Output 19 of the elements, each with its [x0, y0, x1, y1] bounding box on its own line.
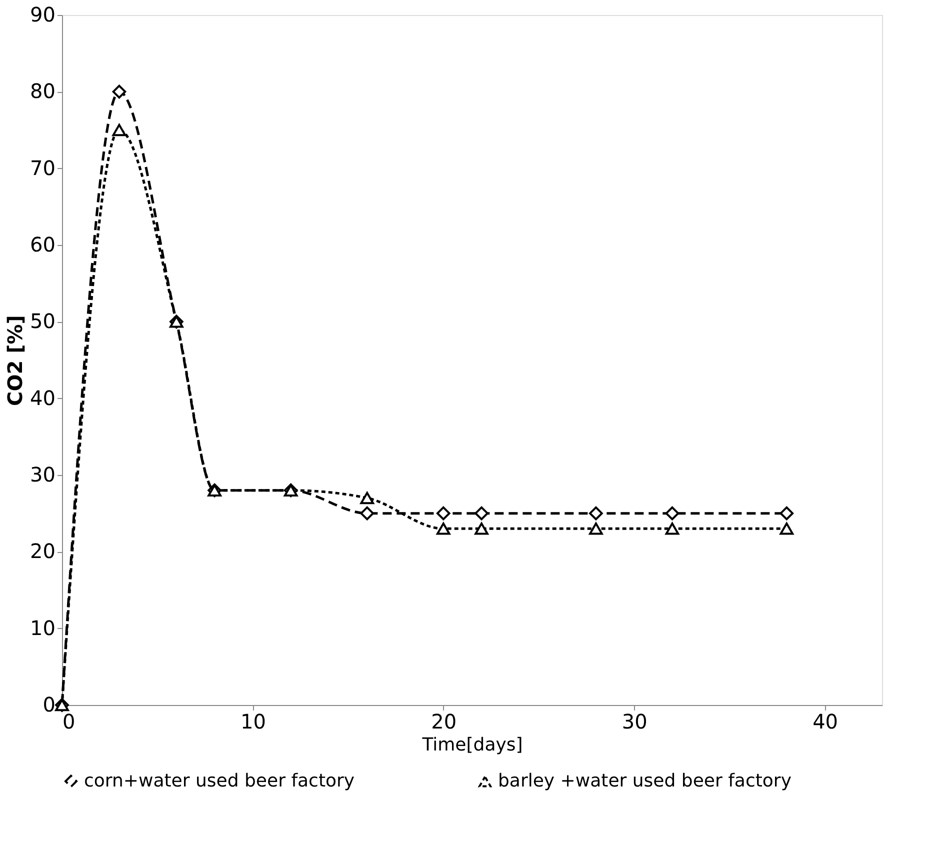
y-tick-label: 90 — [30, 2, 56, 26]
x-tick-label: 30 — [622, 710, 648, 734]
x-tick-label: 10 — [240, 710, 266, 734]
legend-label: corn+water used beer factory — [84, 770, 355, 792]
x-axis-title: Time[days] — [421, 734, 523, 756]
legend-label: barley +water used beer factory — [498, 770, 792, 792]
y-axis-title: CO2 [%] — [3, 315, 28, 406]
x-tick-label: 0 — [62, 710, 76, 734]
y-tick-label: 30 — [30, 462, 56, 486]
x-tick-label: 20 — [431, 710, 457, 734]
y-tick-label: 0 — [42, 692, 56, 716]
y-tick-label: 80 — [30, 79, 56, 104]
y-tick-label: 20 — [30, 539, 56, 564]
y-tick-label: 40 — [30, 386, 56, 410]
y-tick-label: 60 — [30, 232, 56, 256]
x-tick-label: 40 — [812, 710, 838, 734]
y-tick-label: 50 — [30, 309, 56, 334]
y-tick-label: 10 — [30, 616, 56, 640]
y-tick-label: 70 — [30, 156, 56, 180]
